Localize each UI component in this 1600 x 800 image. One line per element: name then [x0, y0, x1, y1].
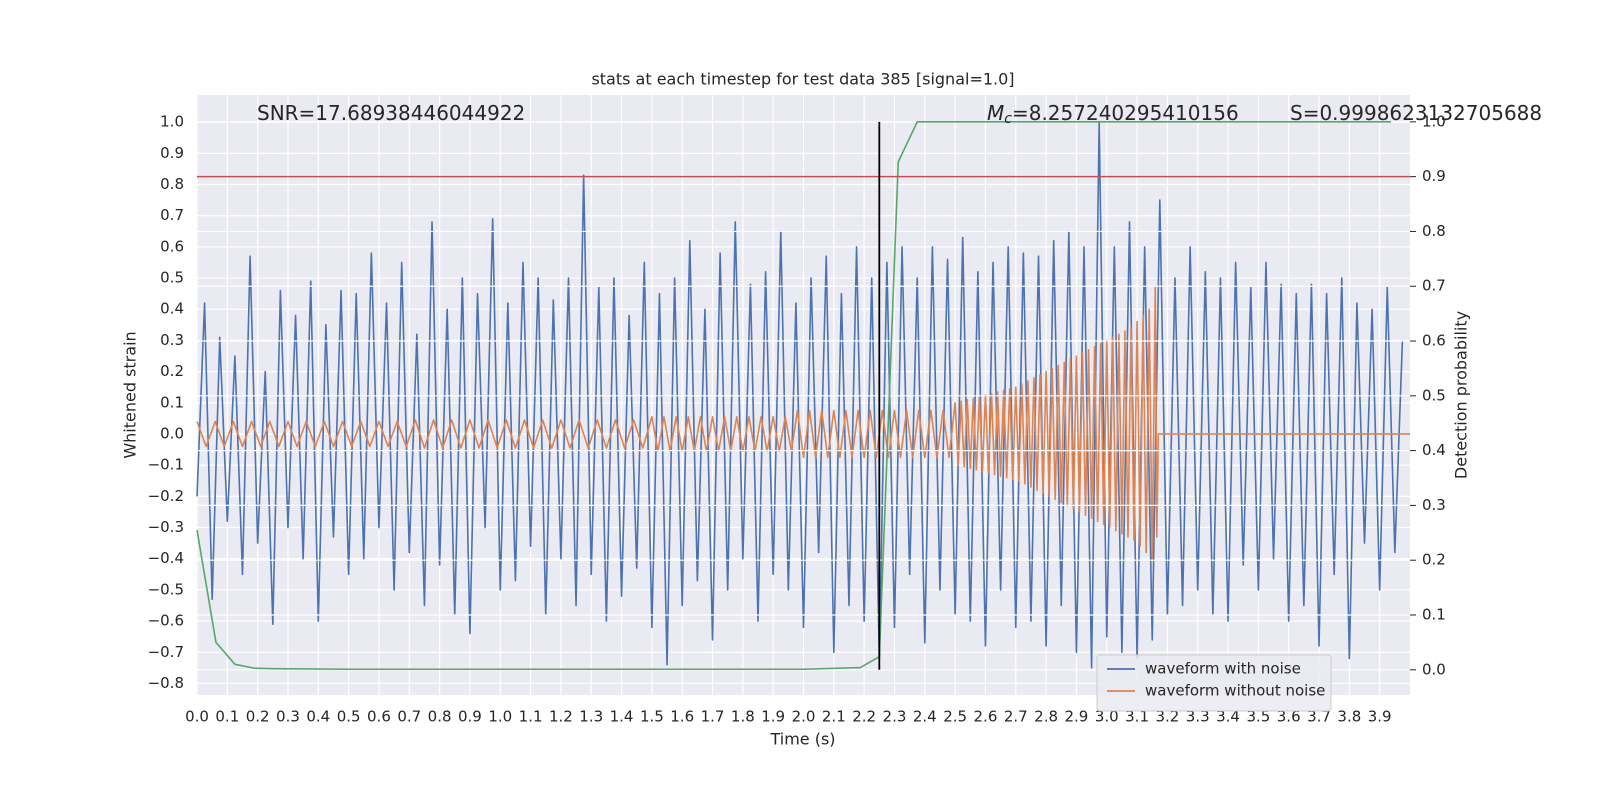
series-line	[196, 121, 1392, 671]
y2-tick-label: 0.9	[1422, 167, 1446, 185]
y-tick-label: 1.0	[160, 113, 184, 131]
x-tick-label: 3.8	[1337, 708, 1361, 726]
x-tick-label: 2.4	[913, 708, 937, 726]
x-tick-label: 2.1	[822, 708, 846, 726]
x-tick-label: 0.7	[397, 708, 421, 726]
y-tick-label: −0.2	[148, 487, 184, 505]
x-tick-label: 2.2	[852, 708, 876, 726]
x-tick-label: 1.2	[549, 708, 573, 726]
x-tick-label: 0.6	[367, 708, 391, 726]
annotation: S=0.9998623132705688	[1290, 101, 1542, 125]
y-tick-label: −0.6	[148, 612, 184, 630]
x-tick-label: 1.3	[579, 708, 603, 726]
x-tick-label: 2.7	[1004, 708, 1028, 726]
y2-tick-label: 0.5	[1422, 386, 1446, 404]
x-axis-label: Time (s)	[769, 730, 835, 749]
x-tick-label: 3.4	[1216, 708, 1240, 726]
y-tick-label: 0.0	[160, 424, 184, 442]
y-tick-label: 0.3	[160, 331, 184, 349]
y2-tick-label: 0.8	[1422, 222, 1446, 240]
y2-tick-label: 0.4	[1422, 441, 1446, 459]
x-tick-label: 1.8	[731, 708, 755, 726]
y-tick-label: 0.6	[160, 237, 184, 255]
y-tick-label: 0.2	[160, 362, 184, 380]
annotation-text: SNR=17.68938446044922	[257, 101, 525, 125]
annotation: Mc=8.257240295410156	[987, 101, 1239, 128]
y2-tick-label: 0.2	[1422, 551, 1446, 569]
series-line	[196, 121, 1404, 669]
y2-tick-label: 1.0	[1422, 112, 1446, 130]
y-tick-label: 0.7	[160, 206, 184, 224]
y-tick-label: 0.5	[160, 269, 184, 287]
series-line	[196, 286, 1410, 560]
x-tick-label: 2.0	[792, 708, 816, 726]
x-tick-label: 0.1	[215, 708, 239, 726]
x-tick-label: 3.3	[1186, 708, 1210, 726]
x-tick-label: 1.4	[610, 708, 634, 726]
y-tick-label: −0.4	[148, 549, 184, 567]
legend-box	[1096, 654, 1332, 712]
x-tick-label: 3.2	[1155, 708, 1179, 726]
x-tick-label: 1.7	[701, 708, 725, 726]
annotation-text: S=0.9998623132705688	[1290, 101, 1542, 125]
x-tick-label: 2.9	[1064, 708, 1088, 726]
x-tick-label: 1.6	[670, 708, 694, 726]
y2-tick-label: 0.7	[1422, 277, 1446, 295]
legend-label: waveform without noise	[1145, 682, 1325, 700]
x-tick-label: 2.3	[883, 708, 907, 726]
annotation-subscript: c	[1004, 111, 1012, 127]
x-tick-label: 1.9	[761, 708, 785, 726]
y2-tick-label: 0.3	[1422, 496, 1446, 514]
x-tick-label: 3.7	[1307, 708, 1331, 726]
y2-tick-label: 0.0	[1422, 660, 1446, 678]
x-tick-label: 0.9	[458, 708, 482, 726]
x-tick-label: 1.1	[519, 708, 543, 726]
x-tick-label: 1.5	[640, 708, 664, 726]
annotation-symbol: M	[987, 101, 1004, 125]
x-tick-label: 0.4	[306, 708, 330, 726]
annotation: SNR=17.68938446044922	[257, 101, 525, 125]
x-tick-label: 3.0	[1095, 708, 1119, 726]
y2-axis-label: Detection probability	[1452, 311, 1471, 479]
x-tick-label: 0.2	[246, 708, 270, 726]
legend-label: waveform with noise	[1145, 660, 1301, 678]
x-tick-label: 1.0	[488, 708, 512, 726]
x-tick-label: 3.6	[1277, 708, 1301, 726]
y-tick-label: −0.1	[148, 456, 184, 474]
x-tick-label: 2.8	[1034, 708, 1058, 726]
y-tick-label: −0.7	[148, 643, 184, 661]
x-tick-label: 3.5	[1246, 708, 1270, 726]
y-tick-label: 0.9	[160, 144, 184, 162]
y-tick-label: 0.8	[160, 175, 184, 193]
chart-title: stats at each timestep for test data 385…	[591, 70, 1014, 89]
x-tick-label: 0.3	[276, 708, 300, 726]
y-axis-label: Whitened strain	[121, 331, 140, 458]
x-tick-label: 3.9	[1368, 708, 1392, 726]
x-tick-label: 3.1	[1125, 708, 1149, 726]
x-tick-label: 0.8	[428, 708, 452, 726]
y2-tick-label: 0.6	[1422, 332, 1446, 350]
x-tick-label: 0.0	[185, 708, 209, 726]
y-tick-label: −0.3	[148, 518, 184, 536]
y-tick-label: 0.4	[160, 300, 184, 318]
x-tick-label: 2.6	[974, 708, 998, 726]
annotation-text: =8.257240295410156	[1012, 101, 1239, 125]
y2-tick-label: 0.1	[1422, 606, 1446, 624]
y-tick-label: −0.8	[148, 674, 184, 692]
y-tick-label: 0.1	[160, 393, 184, 411]
x-tick-label: 0.5	[337, 708, 361, 726]
y-tick-label: −0.5	[148, 580, 184, 598]
x-tick-label: 2.5	[943, 708, 967, 726]
